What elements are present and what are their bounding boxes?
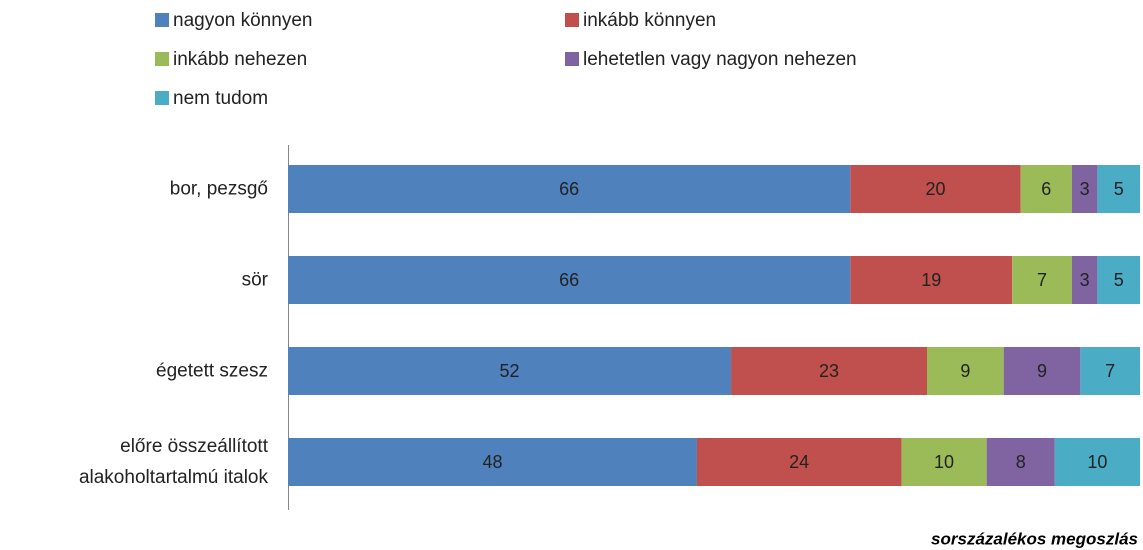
bar-segment	[1097, 165, 1140, 213]
y-tick-label: égetett szesz	[156, 360, 268, 382]
data-label: 5	[1114, 270, 1124, 290]
legend-label: nagyon könnyen	[173, 10, 312, 31]
bar-segment	[927, 347, 1004, 395]
bar-segment	[288, 165, 851, 213]
bar-segment	[1020, 165, 1072, 213]
y-tick-label: előre összeállított alakoholtartalmú ita…	[78, 436, 268, 488]
legend-label: lehetetlen vagy nagyon nehezen	[583, 49, 857, 70]
data-label: 19	[921, 270, 941, 290]
bar-segment	[901, 438, 987, 486]
data-label: 7	[1037, 270, 1047, 290]
bar-segment	[288, 347, 732, 395]
data-label: 8	[1016, 452, 1026, 472]
bar-segment	[1054, 438, 1140, 486]
y-tick-label: bor, pezsgő	[169, 178, 268, 200]
bar-segment	[1097, 256, 1140, 304]
bar-segment	[1003, 347, 1081, 395]
legend-label: inkább könnyen	[583, 10, 716, 31]
bar-segment	[288, 256, 851, 304]
bar-segment	[288, 438, 697, 486]
data-label: 10	[934, 452, 954, 472]
legend-swatch	[155, 13, 169, 27]
data-label: 66	[559, 270, 579, 290]
data-label: 9	[960, 361, 970, 381]
data-label: 7	[1105, 361, 1115, 381]
legend-swatch	[155, 91, 169, 105]
data-label: 10	[1087, 452, 1107, 472]
data-label: 48	[482, 452, 502, 472]
data-label: 5	[1114, 179, 1124, 199]
bar-segment	[1071, 256, 1098, 304]
data-label: 20	[926, 179, 946, 199]
bar-segment	[731, 347, 927, 395]
data-label: 3	[1080, 270, 1090, 290]
data-label: 52	[500, 361, 520, 381]
legend-swatch	[155, 52, 169, 66]
data-label: 9	[1037, 361, 1047, 381]
bar-segment	[986, 438, 1055, 486]
data-label: 66	[559, 179, 579, 199]
legend-swatch	[565, 52, 579, 66]
bar-segment	[1012, 256, 1072, 304]
y-tick-label: sör	[241, 269, 268, 291]
legend-swatch	[565, 13, 579, 27]
bar-segment	[850, 165, 1021, 213]
bar-segment	[850, 256, 1013, 304]
data-label: 23	[819, 361, 839, 381]
annotation: sorszázalékos megoszlás	[931, 529, 1138, 548]
legend-label: inkább nehezen	[173, 49, 307, 70]
data-label: 6	[1041, 179, 1051, 199]
bar-segment	[1071, 165, 1098, 213]
bar-segment	[696, 438, 902, 486]
data-label: 24	[789, 452, 809, 472]
data-label: 3	[1080, 179, 1090, 199]
legend-label: nem tudom	[173, 88, 268, 109]
bar-segment	[1080, 347, 1140, 395]
